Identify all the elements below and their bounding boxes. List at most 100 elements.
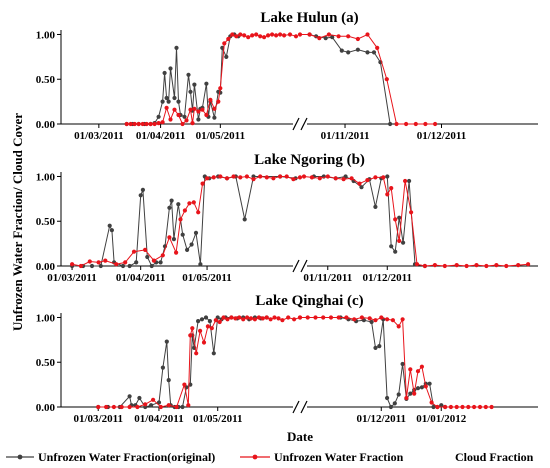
point-original-0-17 [186,72,191,77]
point-fraction-0-40 [278,32,283,37]
point-fraction-2-33 [264,315,269,320]
point-fraction-2-17 [201,340,207,345]
point-fraction-0-12 [172,107,177,112]
point-fraction-1-28 [264,175,269,180]
point-fraction-2-73 [489,404,494,410]
point-fraction-2-34 [268,317,273,322]
point-original-0-11 [168,66,173,71]
y-tick-label-0-2: 1.00 [36,29,56,41]
legend-entry-original: Unfrozen Water Fraction(original) [38,450,215,464]
point-fraction-2-61 [419,364,424,369]
point-fraction-2-29 [248,316,254,321]
y-tick-label-1-1: 0.50 [36,216,56,228]
point-fraction-1-43 [373,175,378,180]
point-fraction-1-52 [422,263,427,269]
point-fraction-0-26 [222,41,227,46]
point-fraction-2-6 [143,402,148,407]
point-fraction-0-47 [326,32,331,37]
point-fraction-1-53 [432,263,437,268]
point-fraction-1-14 [182,208,187,213]
point-fraction-2-49 [359,315,364,320]
point-fraction-2-39 [292,317,297,322]
point-original-0-16 [182,114,187,119]
point-fraction-0-8 [156,121,161,126]
point-fraction-0-7 [152,121,157,127]
point-fraction-0-5 [144,121,149,127]
point-original-2-42 [377,344,382,349]
point-fraction-0-51 [365,32,370,37]
series-line-fraction-0-0 [126,33,297,125]
point-original-2-11 [164,339,169,344]
point-fraction-0-11 [168,117,173,122]
point-fraction-2-55 [396,324,401,329]
point-original-2-9 [156,400,162,405]
point-fraction-0-28 [230,32,235,37]
point-fraction-1-21 [218,174,223,179]
point-fraction-1-32 [291,177,296,182]
point-fraction-1-29 [271,176,276,181]
point-fraction-2-24 [229,315,234,320]
point-fraction-2-23 [225,317,230,322]
x-tick-label-0-2: 01/05/2011 [196,130,246,142]
point-fraction-0-13 [176,112,181,118]
point-fraction-0-29 [234,34,239,39]
point-fraction-0-0 [124,121,129,127]
panel-title-2: Lake Qinghai (c) [255,293,363,309]
point-fraction-2-35 [272,315,277,320]
point-fraction-1-46 [389,186,394,191]
point-original-0-31 [224,54,229,60]
point-fraction-1-3 [96,260,101,265]
point-fraction-0-57 [423,121,428,127]
point-fraction-1-19 [205,176,210,181]
point-fraction-1-56 [464,263,469,269]
point-original-0-14 [176,99,181,104]
point-fraction-1-54 [442,263,447,269]
point-fraction-0-36 [262,35,267,40]
point-fraction-2-21 [217,319,222,325]
point-fraction-1-16 [191,200,196,205]
point-fraction-2-44 [321,315,326,320]
y-tick-label-2-0: 0.00 [36,402,56,414]
series-line-fraction-1-0 [71,175,301,267]
point-original-1-7 [120,263,126,269]
point-fraction-0-27 [226,36,231,42]
point-fraction-0-55 [404,121,409,127]
x-tick-label-0-3: 01/11/2011 [321,130,370,142]
point-fraction-2-27 [241,317,246,322]
point-fraction-2-1 [104,404,109,410]
point-fraction-2-72 [483,404,488,410]
point-fraction-0-41 [282,33,287,38]
point-fraction-1-37 [325,174,330,179]
point-fraction-1-9 [151,258,156,263]
point-fraction-1-23 [231,174,236,179]
point-fraction-2-30 [252,317,257,322]
point-fraction-1-61 [516,263,521,268]
point-fraction-0-15 [184,118,189,123]
point-original-0-8 [162,70,167,76]
point-fraction-2-9 [166,403,171,408]
x-tick-label-1-2: 01/05/2011 [182,272,232,284]
x-tick-label-1-1: 01/04/2011 [116,272,166,284]
point-fraction-0-39 [274,33,279,38]
point-fraction-1-5 [114,262,119,267]
legend: Unfrozen Water Fraction(original) Unfroz… [6,450,534,464]
point-fraction-2-52 [379,315,384,320]
point-fraction-2-4 [127,404,132,410]
point-fraction-1-30 [278,174,283,179]
point-fraction-1-4 [103,258,108,263]
point-fraction-0-46 [317,36,322,41]
point-original-1-10 [138,193,143,198]
point-fraction-2-41 [297,315,303,320]
y-tick-label-2-1: 0.50 [36,357,56,369]
legend-entry-cloud: Cloud Fraction [455,450,534,464]
legend-marker-fraction [252,454,258,460]
point-fraction-1-0 [70,262,75,267]
point-original-0-12 [172,95,177,101]
point-fraction-0-56 [413,121,418,127]
point-original-0-20 [192,82,197,87]
point-fraction-0-4 [140,121,145,127]
x-tick-label-0-4: 01/12/2011 [417,130,467,142]
point-fraction-0-30 [238,32,243,37]
point-original-1-45 [389,244,394,249]
point-original-2-24 [207,319,212,324]
